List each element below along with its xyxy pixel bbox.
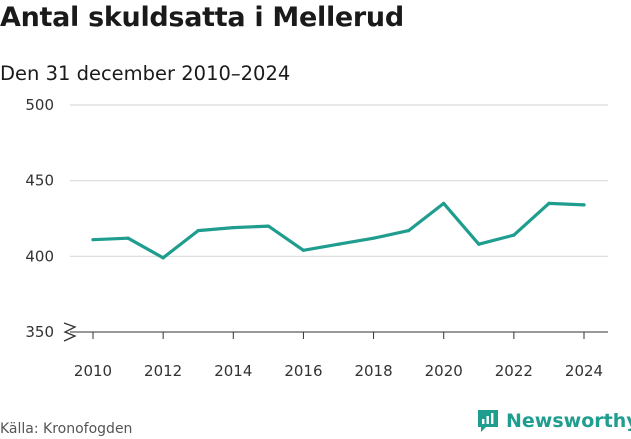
data-point-2019 xyxy=(407,229,411,233)
x-tick-label-2018: 2018 xyxy=(354,362,392,380)
x-tick-label-2024: 2024 xyxy=(565,362,603,380)
newsworthy-logo-icon xyxy=(478,410,498,432)
data-point-2024 xyxy=(582,203,586,207)
x-axis-ticks: 2010 2012 2014 2016 2018 2020 2022 2024 xyxy=(74,332,603,380)
data-point-2018 xyxy=(371,236,376,240)
data-point-2012 xyxy=(161,256,165,260)
brand-logo: Newsworthy xyxy=(476,408,631,434)
y-tick-label-500: 500 xyxy=(25,96,54,114)
series-line-0 xyxy=(91,201,586,260)
x-tick-label-2014: 2014 xyxy=(214,362,252,380)
chart-subtitle: Den 31 december 2010–2024 xyxy=(0,62,291,85)
y-tick-label-400: 400 xyxy=(25,247,54,265)
data-point-2015 xyxy=(266,224,270,228)
series-group xyxy=(91,201,586,260)
source-note: Källa: Kronofogden xyxy=(0,421,133,437)
data-point-2023 xyxy=(547,201,551,205)
y-tick-label-450: 450 xyxy=(25,172,54,190)
axis-break-icon xyxy=(63,322,77,342)
x-tick-label-2010: 2010 xyxy=(74,362,112,380)
x-tick-label-2020: 2020 xyxy=(425,362,463,380)
data-point-2016 xyxy=(301,248,306,252)
x-tick-label-2012: 2012 xyxy=(144,362,182,380)
data-point-2010 xyxy=(91,238,95,242)
chart-title: Antal skuldsatta i Mellerud xyxy=(0,2,404,33)
x-tick-label-2016: 2016 xyxy=(284,362,322,380)
data-point-2022 xyxy=(512,233,516,237)
data-point-2017 xyxy=(336,242,341,246)
data-point-2013 xyxy=(196,229,200,233)
line-chart: 350 400 450 500 2010 2012 2014 2016 2018 2020 202… xyxy=(25,96,608,380)
data-point-2020 xyxy=(442,201,446,205)
y-axis-ticks: 350 400 450 500 xyxy=(25,96,54,341)
data-point-2011 xyxy=(126,236,130,240)
brand-name: Newsworthy xyxy=(506,410,631,432)
x-tick-label-2022: 2022 xyxy=(495,362,533,380)
data-point-2021 xyxy=(477,242,481,246)
data-point-2014 xyxy=(231,225,235,230)
y-tick-label-350: 350 xyxy=(25,323,54,341)
